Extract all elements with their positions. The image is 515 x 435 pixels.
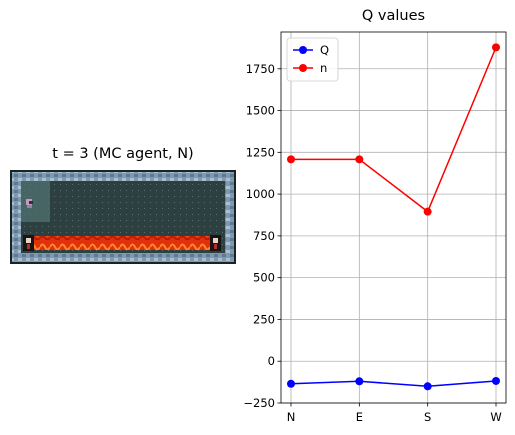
x-tick-label: S (424, 410, 431, 424)
x-tick-label: W (490, 410, 501, 424)
legend-label-n: n (320, 61, 327, 75)
data-point-n (355, 155, 364, 164)
y-tick-label: 1250 (246, 145, 275, 159)
goal-marker (210, 235, 221, 251)
data-point-Q (355, 377, 364, 386)
legend-label-Q: Q (320, 43, 329, 57)
chart-title: Q values (361, 8, 426, 24)
y-tick-label: 1000 (246, 187, 275, 201)
data-point-Q (287, 379, 295, 388)
lava-strip (34, 236, 210, 250)
legend-marker-Q (299, 46, 307, 54)
visited-area (21, 181, 50, 222)
y-tick-label: 1750 (246, 62, 275, 76)
gridworld-frame (10, 170, 236, 264)
series-line-n (291, 47, 497, 213)
legend-box (286, 37, 339, 82)
data-point-n (287, 155, 295, 164)
legend-marker-n (299, 64, 307, 72)
x-tick-label: E (356, 410, 363, 424)
data-point-Q (423, 382, 432, 391)
y-tick-label: 1500 (246, 104, 275, 118)
wall-left (12, 172, 21, 262)
y-tick-label: 250 (253, 312, 275, 326)
series-line-Q (290, 380, 497, 388)
plot-frame (280, 31, 507, 404)
data-point-Q (492, 376, 500, 385)
start-marker (23, 235, 34, 251)
wall-bottom (12, 253, 234, 262)
agent-sprite (26, 199, 33, 208)
wall-top (12, 172, 234, 181)
y-tick-label: 750 (253, 229, 275, 243)
game-title: t = 3 (MC agent, N) (52, 146, 194, 162)
x-tick-label: N (287, 410, 296, 424)
y-tick-label: 500 (253, 271, 275, 285)
data-point-n (423, 207, 432, 216)
y-tick-label: 0 (268, 354, 275, 368)
wall-right (225, 172, 234, 262)
y-tick-label: −250 (243, 396, 275, 410)
data-point-n (492, 43, 500, 52)
